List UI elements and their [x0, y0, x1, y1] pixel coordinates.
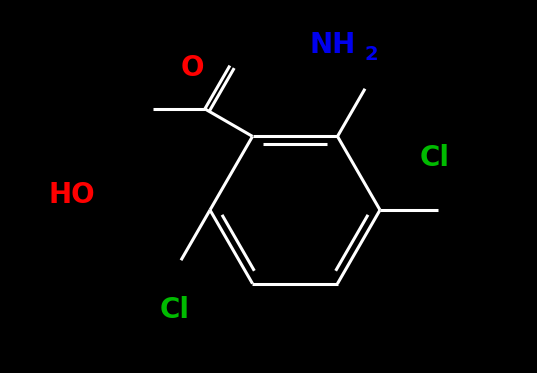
Text: HO: HO [49, 181, 95, 209]
Text: Cl: Cl [160, 296, 190, 324]
Text: 2: 2 [365, 46, 379, 65]
Text: Cl: Cl [420, 144, 450, 172]
Text: NH: NH [310, 31, 356, 59]
Text: O: O [180, 54, 204, 82]
